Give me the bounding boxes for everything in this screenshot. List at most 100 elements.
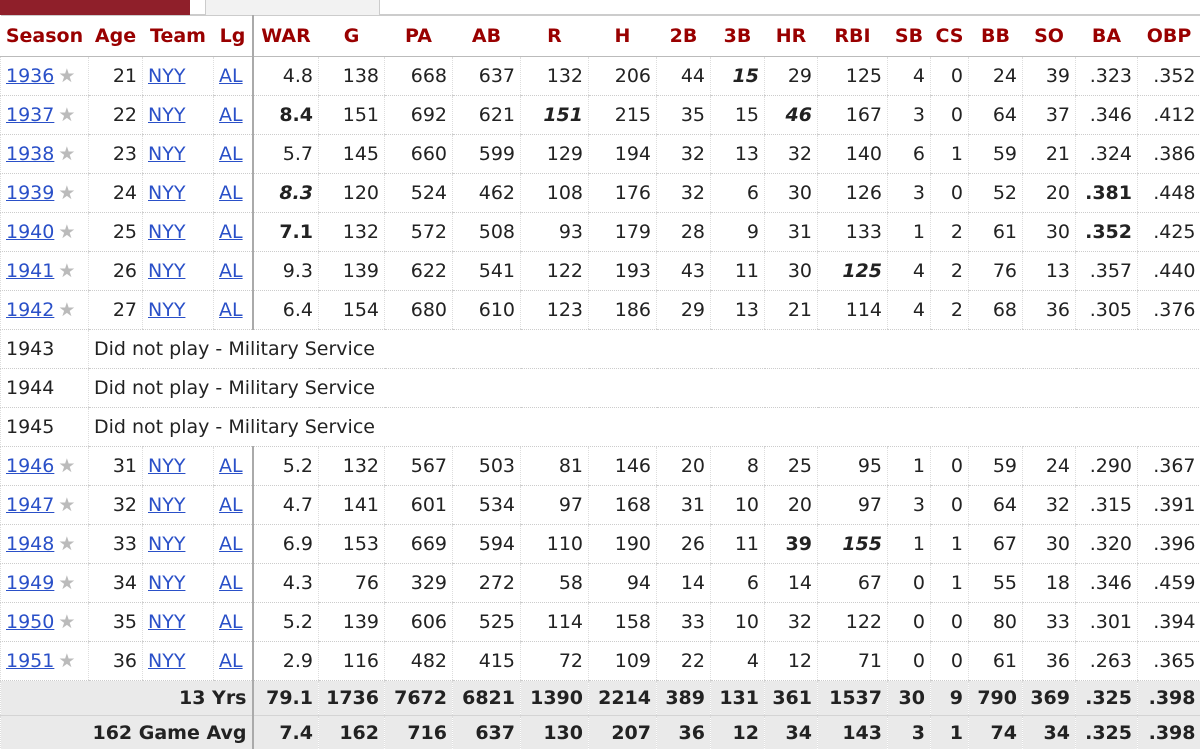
stat-cell: 110 [520, 524, 589, 564]
team-link[interactable]: NYY [148, 143, 186, 165]
stat-value: 8.3 [279, 182, 313, 204]
team-link[interactable]: NYY [148, 299, 186, 321]
team-link[interactable]: NYY [148, 611, 186, 633]
stat-value: 140 [845, 143, 882, 165]
stat-cell: 21 [88, 56, 143, 96]
league-link[interactable]: AL [219, 65, 243, 87]
stat-cell: 30 [764, 251, 818, 291]
season-year: 1943 [6, 338, 55, 360]
league-link[interactable]: AL [219, 455, 243, 477]
season-link[interactable]: 1940 [6, 221, 55, 243]
inactive-tab[interactable] [205, 0, 380, 15]
stat-value: .263 [1089, 650, 1132, 672]
league-link[interactable]: AL [219, 650, 243, 672]
stat-value: 93 [558, 221, 583, 243]
stat-value: 0 [912, 572, 925, 594]
stat-value: 67 [992, 533, 1017, 555]
stat-cell: 1 [887, 524, 931, 564]
stat-cell: 25 [764, 446, 818, 486]
season-link[interactable]: 1950 [6, 611, 55, 633]
team-link[interactable]: NYY [148, 494, 186, 516]
team-link[interactable]: NYY [148, 221, 186, 243]
league-link[interactable]: AL [219, 572, 243, 594]
stat-cell: 20 [656, 446, 711, 486]
stat-value: 139 [342, 611, 379, 633]
stat-value: 27 [112, 299, 137, 321]
stat-cell: 462 [452, 173, 521, 213]
stat-cell: .394 [1137, 602, 1200, 642]
stat-cell: 0 [930, 95, 969, 135]
stat-value: 3 [912, 182, 925, 204]
stat-value: 3 [912, 104, 925, 126]
stat-cell: .367 [1137, 446, 1200, 486]
stat-cell: 14 [656, 563, 711, 603]
league-link[interactable]: AL [219, 533, 243, 555]
stat-cell: 179 [588, 212, 657, 252]
stat-value: .320 [1089, 533, 1132, 555]
season-link[interactable]: 1948 [6, 533, 55, 555]
stat-cell: 76 [968, 251, 1023, 291]
stat-value: 145 [342, 143, 379, 165]
season-row: 1938 ★ 23 NYY AL 5.7 145 660 599 129 194 32 13 32 140 6… [0, 134, 1200, 174]
team-link[interactable]: NYY [148, 650, 186, 672]
season-link[interactable]: 1938 [6, 143, 55, 165]
team-link[interactable]: NYY [148, 533, 186, 555]
league-link[interactable]: AL [219, 260, 243, 282]
stat-value: 14 [680, 572, 705, 594]
stat-value: 21 [787, 299, 812, 321]
stat-cell: NYY [142, 563, 214, 603]
stat-value: 32 [112, 494, 137, 516]
team-link[interactable]: NYY [148, 455, 186, 477]
team-link[interactable]: NYY [148, 572, 186, 594]
stat-value: .352 [1085, 221, 1132, 243]
league-link[interactable]: AL [219, 494, 243, 516]
league-link[interactable]: AL [219, 221, 243, 243]
stat-value: 26 [112, 260, 137, 282]
team-link[interactable]: NYY [148, 104, 186, 126]
season-link[interactable]: 1941 [6, 260, 55, 282]
team-link[interactable]: NYY [148, 182, 186, 204]
season-link[interactable]: 1939 [6, 182, 55, 204]
league-link[interactable]: AL [219, 104, 243, 126]
stat-cell: 46 [764, 95, 818, 135]
stat-value: 72 [558, 650, 583, 672]
stat-cell: 0 [930, 56, 969, 96]
stat-value: 33 [680, 611, 705, 633]
stat-value: 76 [354, 572, 379, 594]
league-link[interactable]: AL [219, 611, 243, 633]
season-link[interactable]: 1937 [6, 104, 55, 126]
stat-value: 59 [992, 143, 1017, 165]
stat-value: 25 [112, 221, 137, 243]
league-link[interactable]: AL [219, 143, 243, 165]
season-link[interactable]: 1947 [6, 494, 55, 516]
stat-value: 13 [1045, 260, 1070, 282]
stat-value: 126 [845, 182, 882, 204]
season-link[interactable]: 1951 [6, 650, 55, 672]
summary-value: 2214 [588, 680, 657, 716]
season-link[interactable]: 1949 [6, 572, 55, 594]
stat-cell: 668 [384, 56, 453, 96]
stat-cell: 637 [452, 56, 521, 96]
stat-value: 52 [992, 182, 1017, 204]
stat-cell: 4 [887, 251, 931, 291]
league-link[interactable]: AL [219, 182, 243, 204]
stat-cell: 29 [764, 56, 818, 96]
stat-value: 97 [857, 494, 882, 516]
season-link[interactable]: 1942 [6, 299, 55, 321]
team-link[interactable]: NYY [148, 260, 186, 282]
stat-cell: AL [213, 290, 254, 330]
stat-cell: AL [213, 251, 254, 291]
stat-cell: 11 [710, 524, 765, 564]
stat-value: 31 [787, 221, 812, 243]
column-header: Season [0, 15, 89, 57]
team-link[interactable]: NYY [148, 65, 186, 87]
season-link[interactable]: 1946 [6, 455, 55, 477]
stat-cell: .391 [1137, 485, 1200, 525]
stat-cell: 190 [588, 524, 657, 564]
star-icon: ★ [58, 611, 76, 633]
active-tab[interactable] [0, 0, 190, 15]
season-link[interactable]: 1936 [6, 65, 55, 87]
league-link[interactable]: AL [219, 299, 243, 321]
stat-value: 125 [842, 260, 882, 282]
stat-value: 59 [992, 455, 1017, 477]
